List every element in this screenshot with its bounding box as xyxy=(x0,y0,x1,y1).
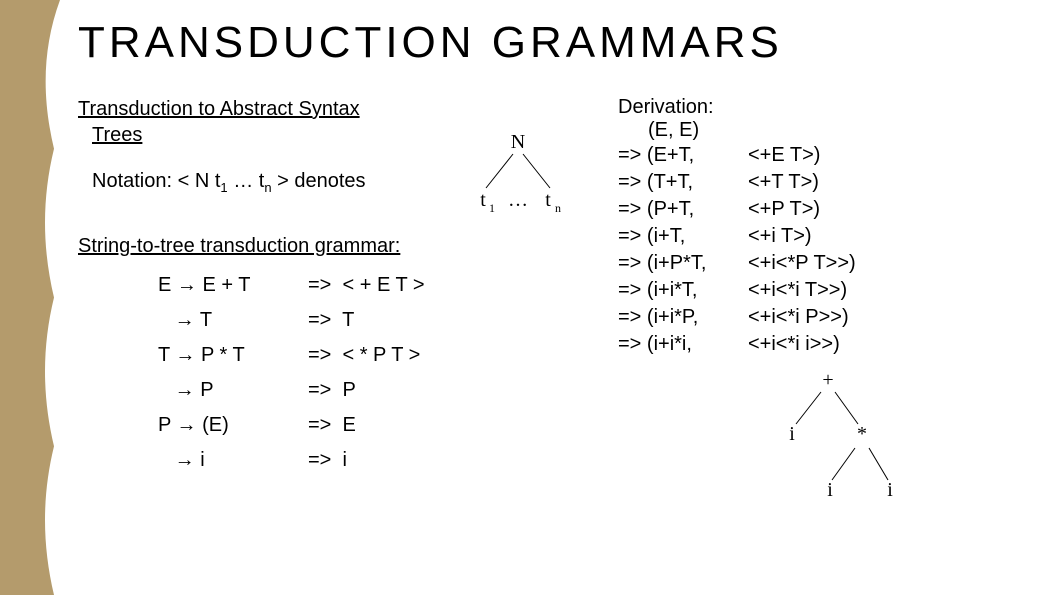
columns: Transduction to Abstract Syntax Trees No… xyxy=(78,96,1038,513)
grammar-rhs: => P xyxy=(308,373,356,408)
derivation-rows: => (E+T,<+E T>)=> (T+T,<+T T>)=> (P+T,<+… xyxy=(608,142,1038,358)
svg-text:i: i xyxy=(827,479,833,501)
derivation-left: => (i+T, xyxy=(618,223,748,250)
derivation-left: => (T+T, xyxy=(618,169,748,196)
svg-text:n: n xyxy=(555,201,561,215)
grammar-rhs: => < + E T > xyxy=(308,268,425,303)
derivation-row: => (E+T,<+E T>) xyxy=(608,142,1038,169)
derivation-heading: Derivation: xyxy=(618,96,1038,119)
notation-sub1: 1 xyxy=(220,180,227,195)
derivation-left: => (i+P*T, xyxy=(618,250,748,277)
derivation-right: <+i<*i P>>) xyxy=(748,304,849,331)
derivation-left: => (E+T, xyxy=(618,142,748,169)
right-column: Derivation: (E, E) => (E+T,<+E T>)=> (T+… xyxy=(608,96,1038,513)
svg-text:+: + xyxy=(822,369,833,391)
subhead-line1: Transduction to Abstract Syntax xyxy=(78,96,608,122)
grammar-row: → P=> P xyxy=(158,373,608,408)
derivation-right: <+E T>) xyxy=(748,142,820,169)
grammar-row: → T=> T xyxy=(158,303,608,338)
grammar-lhs: E → E + T xyxy=(158,268,308,303)
derivation-right: <+P T>) xyxy=(748,196,820,223)
svg-text:…: … xyxy=(508,189,528,211)
grammar-rhs: => E xyxy=(308,408,356,443)
derivation-row: => (i+i*i,<+i<*i i>>) xyxy=(608,331,1038,358)
derivation-left: => (i+i*i, xyxy=(618,331,748,358)
derivation-row: => (i+P*T,<+i<*P T>>) xyxy=(608,250,1038,277)
derivation-left: => (i+i*T, xyxy=(618,277,748,304)
svg-text:i: i xyxy=(789,423,795,445)
notation-tree-diagram: Nt1…tn xyxy=(468,130,568,220)
derivation-right: <+i T>) xyxy=(748,223,812,250)
grammar-rhs: => i xyxy=(308,443,347,478)
grammar-lhs: → i xyxy=(158,443,308,478)
left-column: Transduction to Abstract Syntax Trees No… xyxy=(78,96,608,513)
svg-text:i: i xyxy=(887,479,893,501)
grammar-lhs: P → (E) xyxy=(158,408,308,443)
grammar-rules: E → E + T=> < + E T > → T=> TT → P * T=>… xyxy=(158,268,608,478)
grammar-row: E → E + T=> < + E T > xyxy=(158,268,608,303)
slide-content: TRANSDUCTION GRAMMARS Transduction to Ab… xyxy=(78,18,1038,513)
svg-text:1: 1 xyxy=(489,201,495,215)
grammar-row: P → (E)=> E xyxy=(158,408,608,443)
derivation-row: => (i+i*P,<+i<*i P>>) xyxy=(608,304,1038,331)
grammar-rhs: => < * P T > xyxy=(308,338,420,373)
grammar-lhs: T → P * T xyxy=(158,338,308,373)
notation-prefix: Notation: < N t xyxy=(92,170,220,192)
svg-text:t: t xyxy=(480,189,486,211)
derivation-right: <+i<*i T>>) xyxy=(748,277,847,304)
derivation-right: <+i<*i i>>) xyxy=(748,331,840,358)
result-tree-diagram: + i * i i xyxy=(758,368,898,508)
notation-mid: … t xyxy=(228,170,265,192)
derivation-row: => (T+T,<+T T>) xyxy=(608,169,1038,196)
derivation-left: => (i+i*P, xyxy=(618,304,748,331)
string-to-tree-heading: String-to-tree transduction grammar: xyxy=(78,235,608,258)
derivation-right: <+i<*P T>>) xyxy=(748,250,856,277)
svg-text:N: N xyxy=(511,131,525,153)
derivation-row: => (P+T,<+P T>) xyxy=(608,196,1038,223)
grammar-lhs: → P xyxy=(158,373,308,408)
grammar-lhs: → T xyxy=(158,303,308,338)
derivation-start: (E, E) xyxy=(648,119,1038,142)
derivation-row: => (i+T,<+i T>) xyxy=(608,223,1038,250)
derivation-left: => (P+T, xyxy=(618,196,748,223)
notation-subn: n xyxy=(264,180,271,195)
svg-text:*: * xyxy=(857,423,867,445)
grammar-row: → i=> i xyxy=(158,443,608,478)
grammar-row: T → P * T=> < * P T > xyxy=(158,338,608,373)
grammar-rhs: => T xyxy=(308,303,354,338)
svg-text:t: t xyxy=(545,189,551,211)
decorative-wave-edge xyxy=(0,0,60,595)
derivation-right: <+T T>) xyxy=(748,169,819,196)
notation-suffix: > denotes xyxy=(272,170,366,192)
slide-title: TRANSDUCTION GRAMMARS xyxy=(78,18,1038,68)
derivation-row: => (i+i*T,<+i<*i T>>) xyxy=(608,277,1038,304)
